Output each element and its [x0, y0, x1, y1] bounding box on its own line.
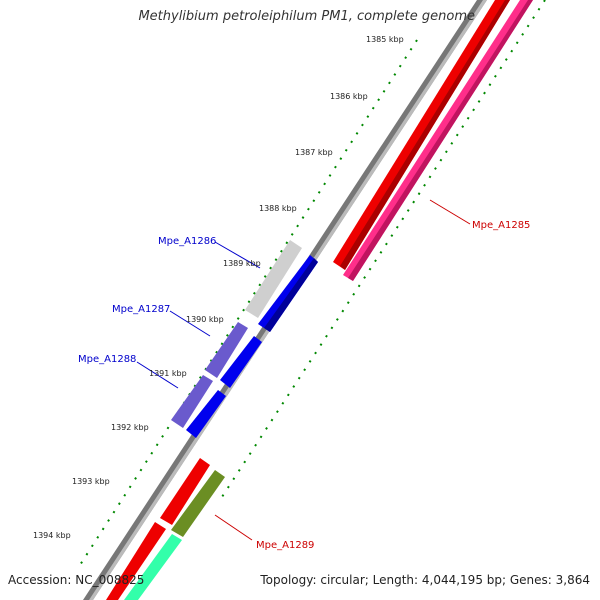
tick-label: 1391 kbp — [149, 369, 187, 378]
gene-blue-3 — [186, 390, 226, 438]
gene-mpe-a1287-purple — [205, 322, 248, 378]
map-title: Methylibium petroleiphilum PM1, complete… — [138, 9, 475, 24]
genome-summary: Topology: circular; Length: 4,044,195 bp… — [260, 573, 590, 587]
gene-blue-shade-1 — [264, 258, 318, 332]
gene-gray — [245, 240, 302, 318]
tick-label: 1388 kbp — [259, 204, 297, 213]
leader-mpe-a1286 — [214, 241, 261, 269]
accession-label: Accession: NC_008825 — [8, 573, 145, 587]
inner-tick-track — [79, 39, 418, 566]
gene-mpe-a1289-red — [160, 458, 210, 525]
gene-pink-shade — [348, 0, 533, 281]
gene-blue-2 — [220, 336, 262, 388]
gene-aqua-bottom — [124, 534, 182, 600]
leader-mpe-a1285 — [429, 199, 471, 225]
gene-olive — [171, 470, 225, 537]
gene-label-mpe-a1289: Mpe_A1289 — [256, 540, 314, 551]
tick-label: 1386 kbp — [330, 92, 368, 101]
tick-label: 1390 kbp — [186, 315, 224, 324]
gene-red-shade — [340, 0, 510, 270]
gene-mpe-a1288-purple — [171, 375, 213, 428]
gene-label-mpe-a1288: Mpe_A1288 — [78, 354, 136, 365]
tick-label: 1385 kbp — [366, 35, 404, 44]
tick-label: 1389 kbp — [223, 259, 261, 268]
outer-tick-track — [219, 0, 546, 501]
leader-mpe-a1289 — [214, 514, 253, 541]
leader-mpe-a1288 — [136, 361, 179, 389]
tick-label: 1387 kbp — [295, 148, 333, 157]
gene-red-bottom — [106, 522, 166, 600]
tick-label: 1392 kbp — [111, 423, 149, 432]
gene-label-mpe-a1287: Mpe_A1287 — [112, 304, 170, 315]
leader-mpe-a1287 — [169, 310, 211, 337]
tick-label: 1394 kbp — [33, 531, 71, 540]
gene-label-mpe-a1285: Mpe_A1285 — [472, 220, 530, 231]
tick-label: 1393 kbp — [72, 477, 110, 486]
gene-label-mpe-a1286: Mpe_A1286 — [158, 236, 216, 247]
